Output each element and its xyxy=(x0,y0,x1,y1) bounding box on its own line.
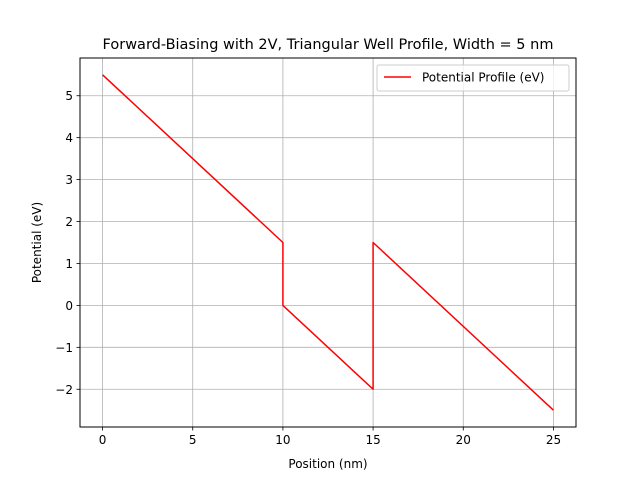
x-tick-label: 15 xyxy=(365,433,380,447)
y-tick-label: −1 xyxy=(55,341,73,355)
legend-frame xyxy=(376,64,570,92)
y-axis-title: Potential (eV) xyxy=(30,202,44,283)
y-tick-label: −2 xyxy=(55,383,73,397)
legend-label: Potential Profile (eV) xyxy=(422,71,544,85)
plot-frame xyxy=(79,57,577,428)
x-axis: 0 5 10 15 20 25 xyxy=(99,427,561,447)
x-tick-label: 0 xyxy=(99,433,107,447)
y-tick-label: 4 xyxy=(65,131,73,145)
x-tick-label: 5 xyxy=(189,433,197,447)
chart-title: Forward-Biasing with 2V, Triangular Well… xyxy=(103,37,554,53)
x-tick-label: 25 xyxy=(546,433,561,447)
legend: Potential Profile (eV) xyxy=(376,64,570,92)
plot-area xyxy=(80,58,576,427)
series-line xyxy=(102,74,554,411)
x-tick-label: 10 xyxy=(275,433,290,447)
y-tick-label: 3 xyxy=(65,173,73,187)
y-tick-label: 5 xyxy=(65,89,73,103)
y-axis: −2 −1 0 1 2 3 4 5 xyxy=(55,89,80,397)
x-axis-title: Position (nm) xyxy=(288,457,367,471)
y-tick-label: 2 xyxy=(65,215,73,229)
y-tick-label: 0 xyxy=(65,299,73,313)
series-layer xyxy=(102,74,554,411)
x-tick-label: 20 xyxy=(456,433,471,447)
y-tick-label: 1 xyxy=(65,257,73,271)
